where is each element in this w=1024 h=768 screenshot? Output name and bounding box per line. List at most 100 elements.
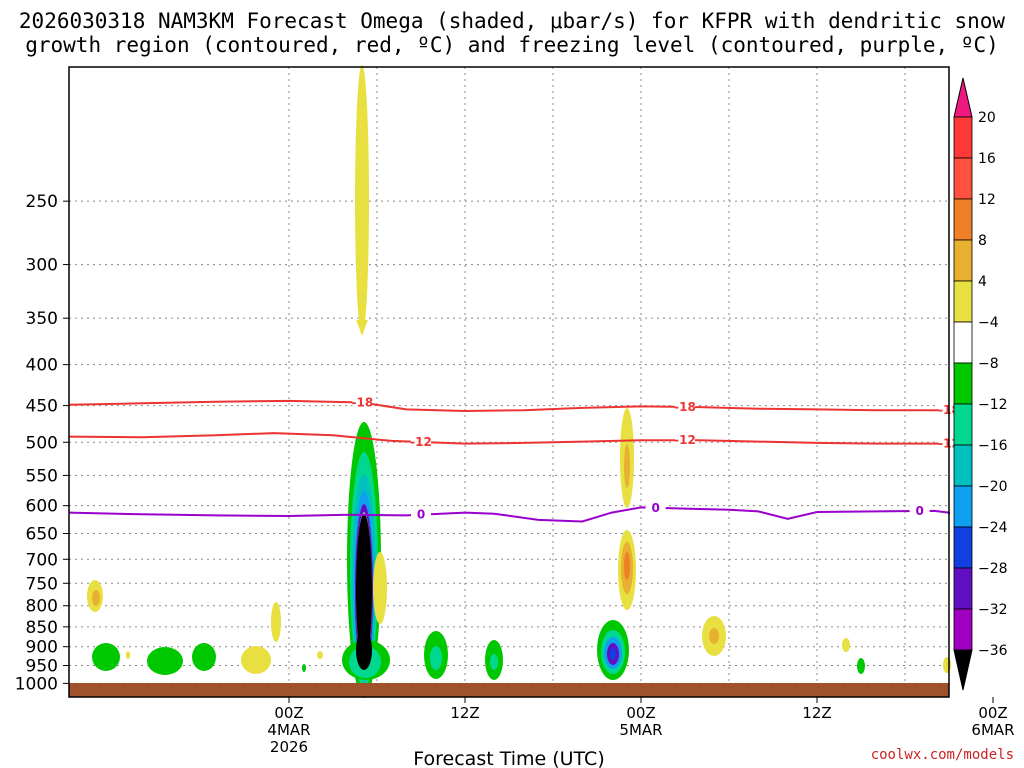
- y-tick-label: 450: [26, 397, 58, 417]
- contour-label: -12: [410, 435, 432, 449]
- omega-negative-blob-inner: [430, 646, 442, 670]
- y-tick-label: 250: [26, 192, 58, 212]
- colorbar-band: [953, 157, 973, 200]
- colorbar-tick-label: −28: [978, 561, 1008, 577]
- y-tick-label: 400: [26, 356, 58, 376]
- x-tick-label: 6MAR: [971, 721, 1014, 739]
- x-tick-label: 12Z: [450, 704, 479, 722]
- contour-line-0: [68, 506, 950, 523]
- colorbar-tick-label: 8: [978, 233, 987, 249]
- colorbar-tick-label: −8: [978, 356, 999, 372]
- colorbar-tick-label: −24: [978, 520, 1008, 536]
- y-tick-label: 350: [26, 309, 58, 329]
- credit-text: coolwx.com/models: [871, 747, 1014, 763]
- contour-label: -12: [674, 433, 696, 447]
- omega-positive-column-tip: [356, 320, 368, 335]
- ground-surface: [69, 683, 949, 697]
- colorbar-tick-label: −20: [978, 479, 1008, 495]
- omega-negative-blob: [192, 643, 216, 671]
- colorbar-band: [953, 485, 973, 528]
- y-tick-label: 650: [26, 525, 58, 545]
- colorbar-band: [953, 444, 973, 487]
- contour-label: 0: [915, 504, 923, 518]
- omega-positive-blob-inner: [92, 590, 100, 606]
- colorbar-top-arrow: [953, 77, 973, 118]
- contour-label-background: [352, 395, 373, 410]
- omega-positive-column: [355, 65, 369, 335]
- colorbar-tick-label: −36: [978, 643, 1008, 659]
- y-tick-label: 900: [26, 638, 58, 658]
- colorbar-tick-label: 16: [978, 151, 996, 167]
- colorbar-band: [953, 567, 973, 610]
- contour-label: 0: [417, 508, 425, 522]
- omega-positive-blob: [241, 646, 271, 674]
- omega-positive-column-inner: [624, 444, 630, 488]
- x-axis-title: Forecast Time (UTC): [413, 748, 604, 768]
- chart-title-line-1: 2026030318 NAM3KM Forecast Omega (shaded…: [19, 9, 1006, 33]
- omega-positive-blob: [317, 651, 323, 659]
- colorbar-band: [953, 198, 973, 241]
- plot-frame: [68, 66, 950, 698]
- contour-label-background: [411, 434, 431, 449]
- x-tick-label: 5MAR: [619, 721, 662, 739]
- contour-label-background: [675, 433, 695, 448]
- contour-label: -18: [351, 395, 373, 409]
- plot-background: [69, 67, 949, 697]
- ground-surface-edge: [370, 683, 920, 686]
- x-tick-label: 2026: [270, 738, 308, 756]
- omega-shading: [87, 65, 951, 698]
- colorbar-tick-label: −16: [978, 438, 1008, 454]
- colorbar-band: [953, 239, 973, 282]
- colorbar-band: [953, 526, 973, 569]
- omega-positive-column-core: [624, 552, 630, 580]
- omega-positive-blob-inner: [709, 628, 719, 644]
- colorbar-tick-label: −12: [978, 397, 1008, 413]
- colorbar-band: [953, 116, 973, 159]
- y-tick-label: 800: [26, 597, 58, 617]
- x-tick-label: 4MAR: [267, 721, 310, 739]
- x-tick-label: 12Z: [802, 704, 831, 722]
- contour-line-minus12: [68, 432, 950, 445]
- x-tick-label: 00Z: [274, 704, 303, 722]
- contour-label-background: [645, 500, 666, 515]
- y-tick-label: 850: [26, 618, 58, 638]
- y-tick-label: 500: [26, 433, 58, 453]
- omega-colorbar: 20 16 12 8 4 −4 −8 −12 −16 −20 −24 −28 −32 −36: [953, 77, 1008, 691]
- contour-label: -18: [674, 400, 696, 414]
- colorbar-tick-label: −4: [978, 315, 999, 331]
- colorbar-tick-label: 20: [978, 110, 996, 126]
- plot-area: -18 -18 -18-12 -12 -120 0 0: [68, 65, 960, 698]
- y-tick-label: 700: [26, 550, 58, 570]
- y-tick-label: 600: [26, 497, 58, 517]
- omega-negative-blob-inner: [490, 654, 498, 670]
- colorbar-tick-label: −32: [978, 602, 1008, 618]
- y-tick-label: 1000: [15, 674, 58, 694]
- omega-positive-blob: [943, 657, 951, 673]
- colorbar-tick-label: 4: [978, 274, 987, 290]
- colorbar-band: [953, 280, 973, 323]
- colorbar-band: [953, 403, 973, 446]
- contour-label: 0: [651, 501, 659, 515]
- y-tick-label: 750: [26, 574, 58, 594]
- y-axis: 2503003504004505005506006507007508008509…: [15, 192, 69, 694]
- omega-column-core: [356, 514, 372, 666]
- omega-column-core-base: [356, 630, 372, 670]
- y-tick-label: 550: [26, 466, 58, 486]
- contour-label-background: [411, 507, 431, 522]
- x-tick-label: 00Z: [626, 704, 655, 722]
- omega-negative-blob-core: [610, 648, 616, 660]
- omega-positive-side: [373, 552, 387, 624]
- omega-positive-blob: [842, 638, 850, 652]
- omega-positive-blob: [126, 651, 130, 659]
- omega-positive-blob: [271, 602, 281, 642]
- contour-label-background: [675, 399, 695, 414]
- omega-negative-blob: [147, 647, 183, 675]
- contour-line-minus18: [68, 399, 950, 413]
- temperature-contours: -18 -18 -18-12 -12 -120 0 0: [68, 395, 960, 523]
- colorbar-band: [953, 362, 973, 405]
- colorbar-bottom-arrow: [953, 649, 973, 691]
- y-tick-label: 950: [26, 657, 58, 677]
- chart-title-line-2: growth region (contoured, red, ºC) and f…: [25, 33, 999, 57]
